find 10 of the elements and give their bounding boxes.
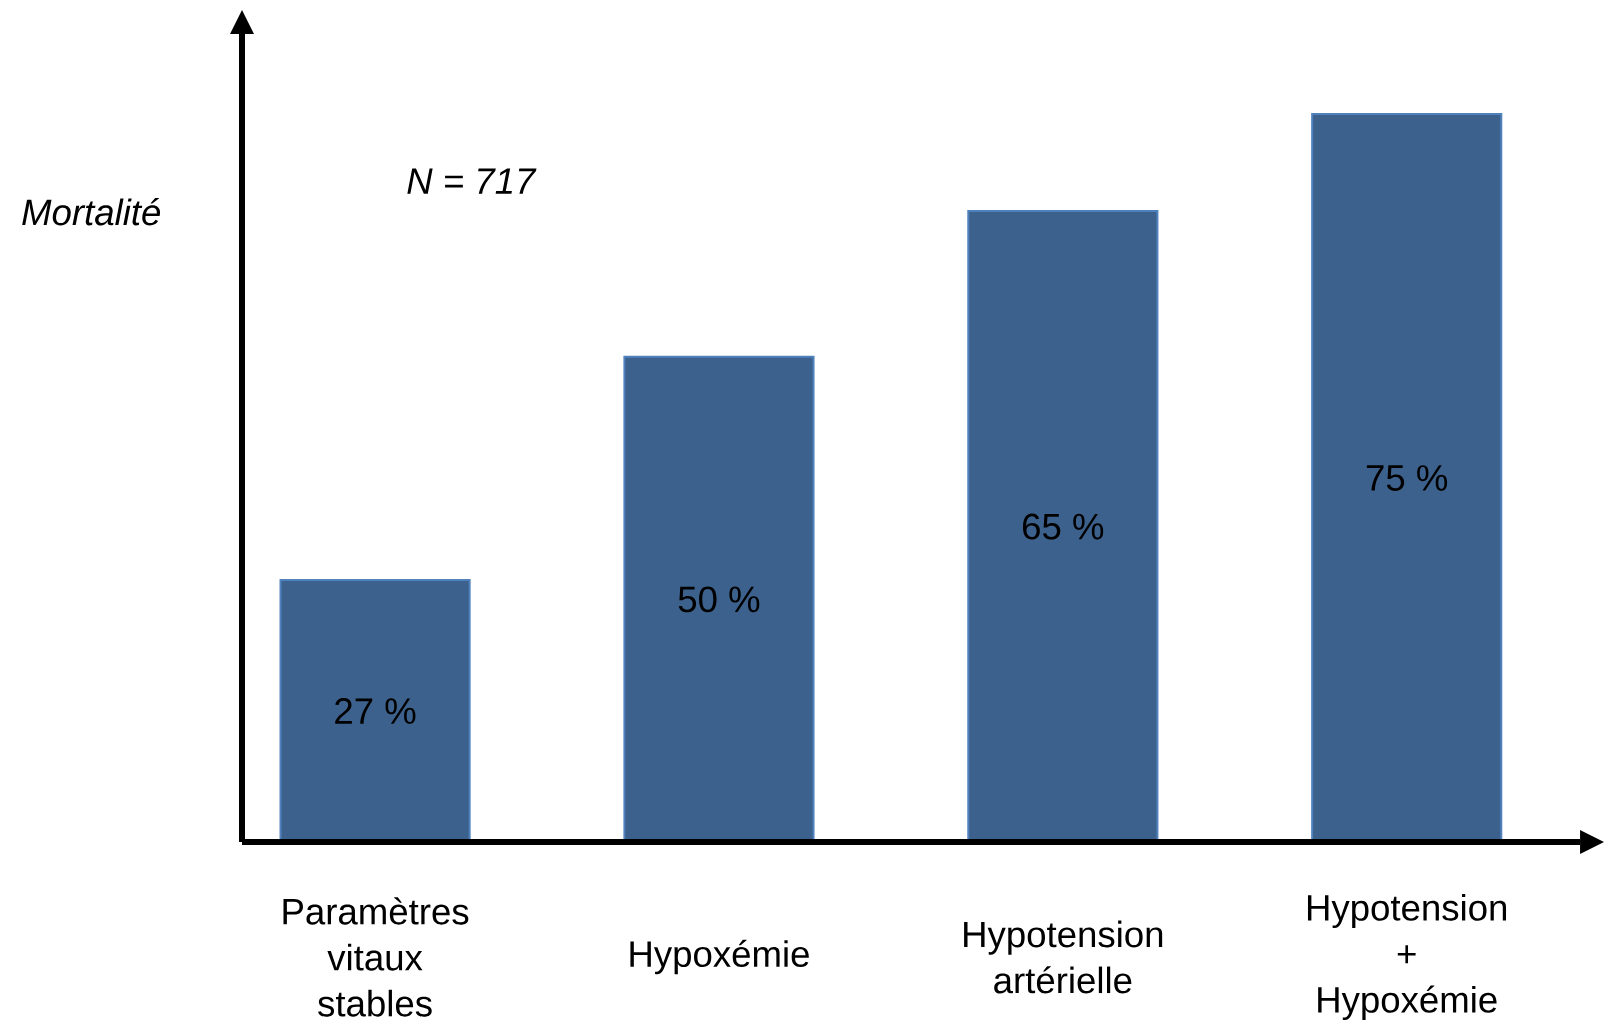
x-tick-label: Hypotension artérielle: [964, 920, 1163, 994]
y-axis-title: Mortalité: [22, 198, 161, 226]
annotation: N = 717: [407, 168, 537, 194]
x-tick-label: Hypoxémie: [630, 939, 809, 975]
x-tick-label: Paramètres vitaux stables: [283, 897, 469, 1017]
x-tick-label: Hypotension + Hypoxémie: [1307, 893, 1507, 1021]
data-label: 27 %: [335, 698, 416, 724]
data-label: 65 %: [1022, 513, 1104, 540]
data-label: 75 %: [1366, 465, 1448, 491]
data-label: 50 %: [678, 586, 760, 613]
